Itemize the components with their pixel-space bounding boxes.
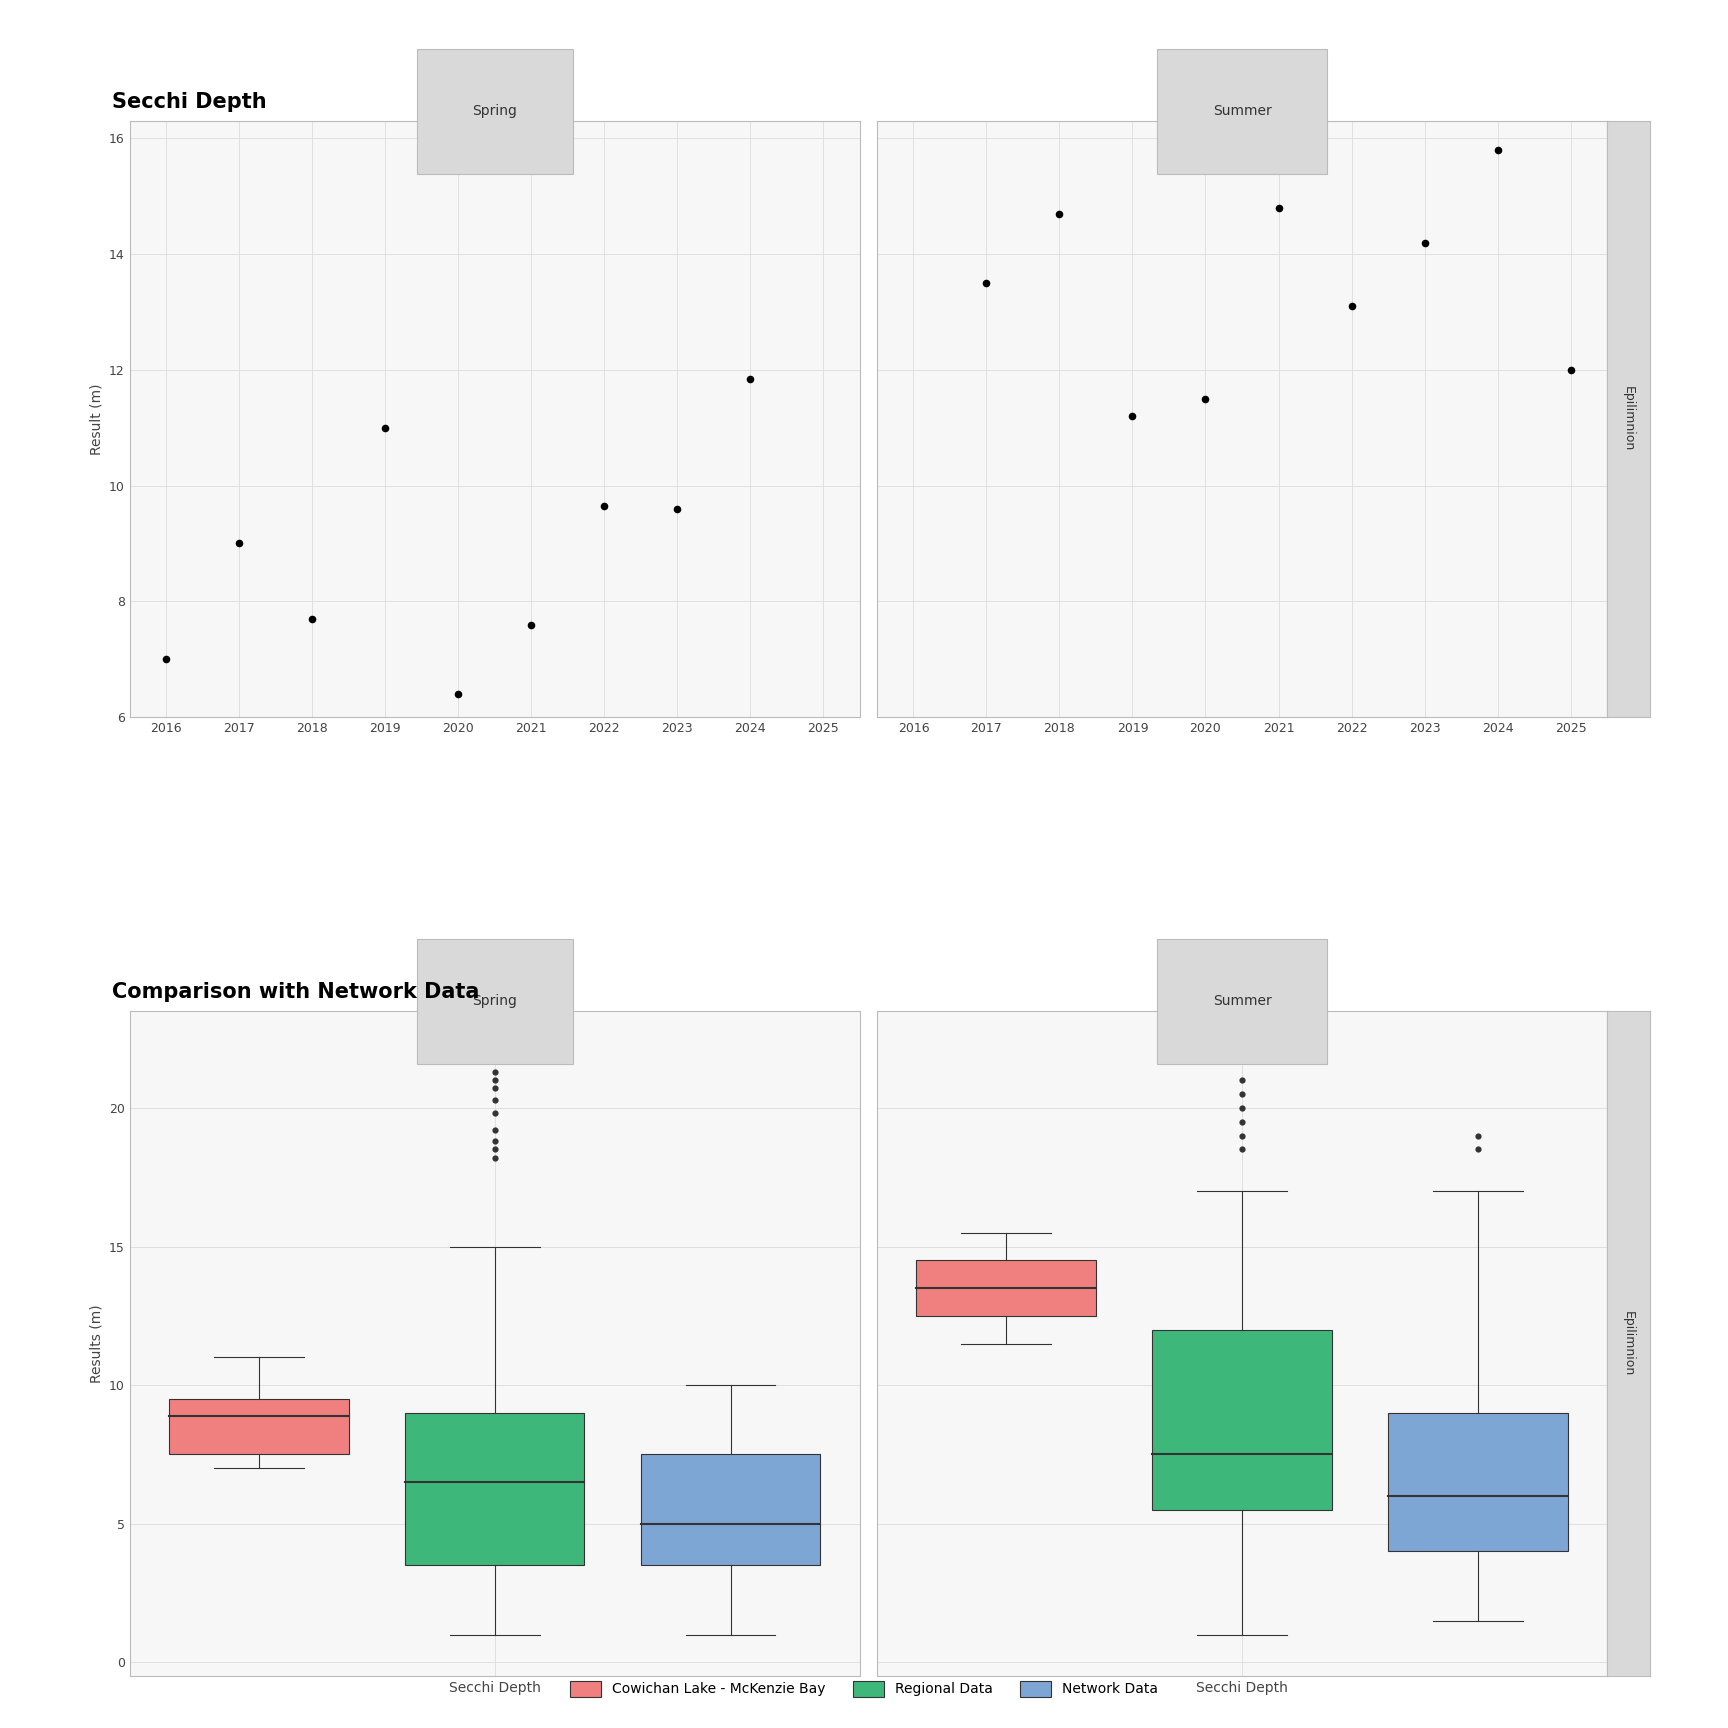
Point xyxy=(480,1075,508,1102)
Point xyxy=(973,270,1001,297)
Point xyxy=(736,365,764,392)
Text: Epilimnion: Epilimnion xyxy=(1623,1312,1635,1375)
Point xyxy=(1192,385,1220,413)
Title: Summer: Summer xyxy=(1213,104,1272,119)
Y-axis label: Result (m): Result (m) xyxy=(90,384,104,454)
Point xyxy=(1229,1121,1256,1149)
Bar xyxy=(404,1414,584,1566)
Point xyxy=(480,1127,508,1154)
Text: Secchi Depth: Secchi Depth xyxy=(112,92,266,112)
Point xyxy=(480,1099,508,1127)
Point xyxy=(480,1085,508,1113)
Title: Summer: Summer xyxy=(1213,994,1272,1009)
Point xyxy=(372,415,399,442)
Point xyxy=(1229,1080,1256,1108)
Title: Spring: Spring xyxy=(472,994,517,1009)
Point xyxy=(1484,137,1512,164)
Point xyxy=(664,494,691,522)
Point xyxy=(1464,1121,1491,1149)
Point xyxy=(1229,1094,1256,1121)
Bar xyxy=(1388,1414,1567,1552)
Point xyxy=(1118,403,1146,430)
Text: Epilimnion: Epilimnion xyxy=(1623,387,1635,451)
Bar xyxy=(641,1455,821,1566)
Point xyxy=(1229,1135,1256,1163)
Point xyxy=(152,646,180,674)
Point xyxy=(480,1144,508,1172)
Bar xyxy=(916,1260,1096,1315)
Point xyxy=(480,1058,508,1085)
Point xyxy=(1045,200,1073,228)
Point xyxy=(480,1066,508,1094)
Title: Spring: Spring xyxy=(472,104,517,119)
Point xyxy=(1265,194,1293,221)
Point xyxy=(1337,292,1365,320)
Point xyxy=(480,1135,508,1163)
Legend: Cowichan Lake - McKenzie Bay, Regional Data, Network Data: Cowichan Lake - McKenzie Bay, Regional D… xyxy=(563,1674,1165,1704)
Point xyxy=(591,492,619,520)
Point xyxy=(444,681,472,708)
Point xyxy=(1557,356,1585,384)
Point xyxy=(225,530,252,558)
Point xyxy=(299,605,327,632)
Bar xyxy=(1153,1329,1332,1510)
Point xyxy=(1464,1135,1491,1163)
Text: Comparison with Network Data: Comparison with Network Data xyxy=(112,982,480,1002)
Point xyxy=(517,610,544,638)
Point xyxy=(1229,1108,1256,1135)
Point xyxy=(1229,1066,1256,1094)
Y-axis label: Results (m): Results (m) xyxy=(90,1305,104,1382)
Point xyxy=(1410,228,1438,256)
Bar xyxy=(169,1400,349,1455)
Point xyxy=(480,1116,508,1144)
